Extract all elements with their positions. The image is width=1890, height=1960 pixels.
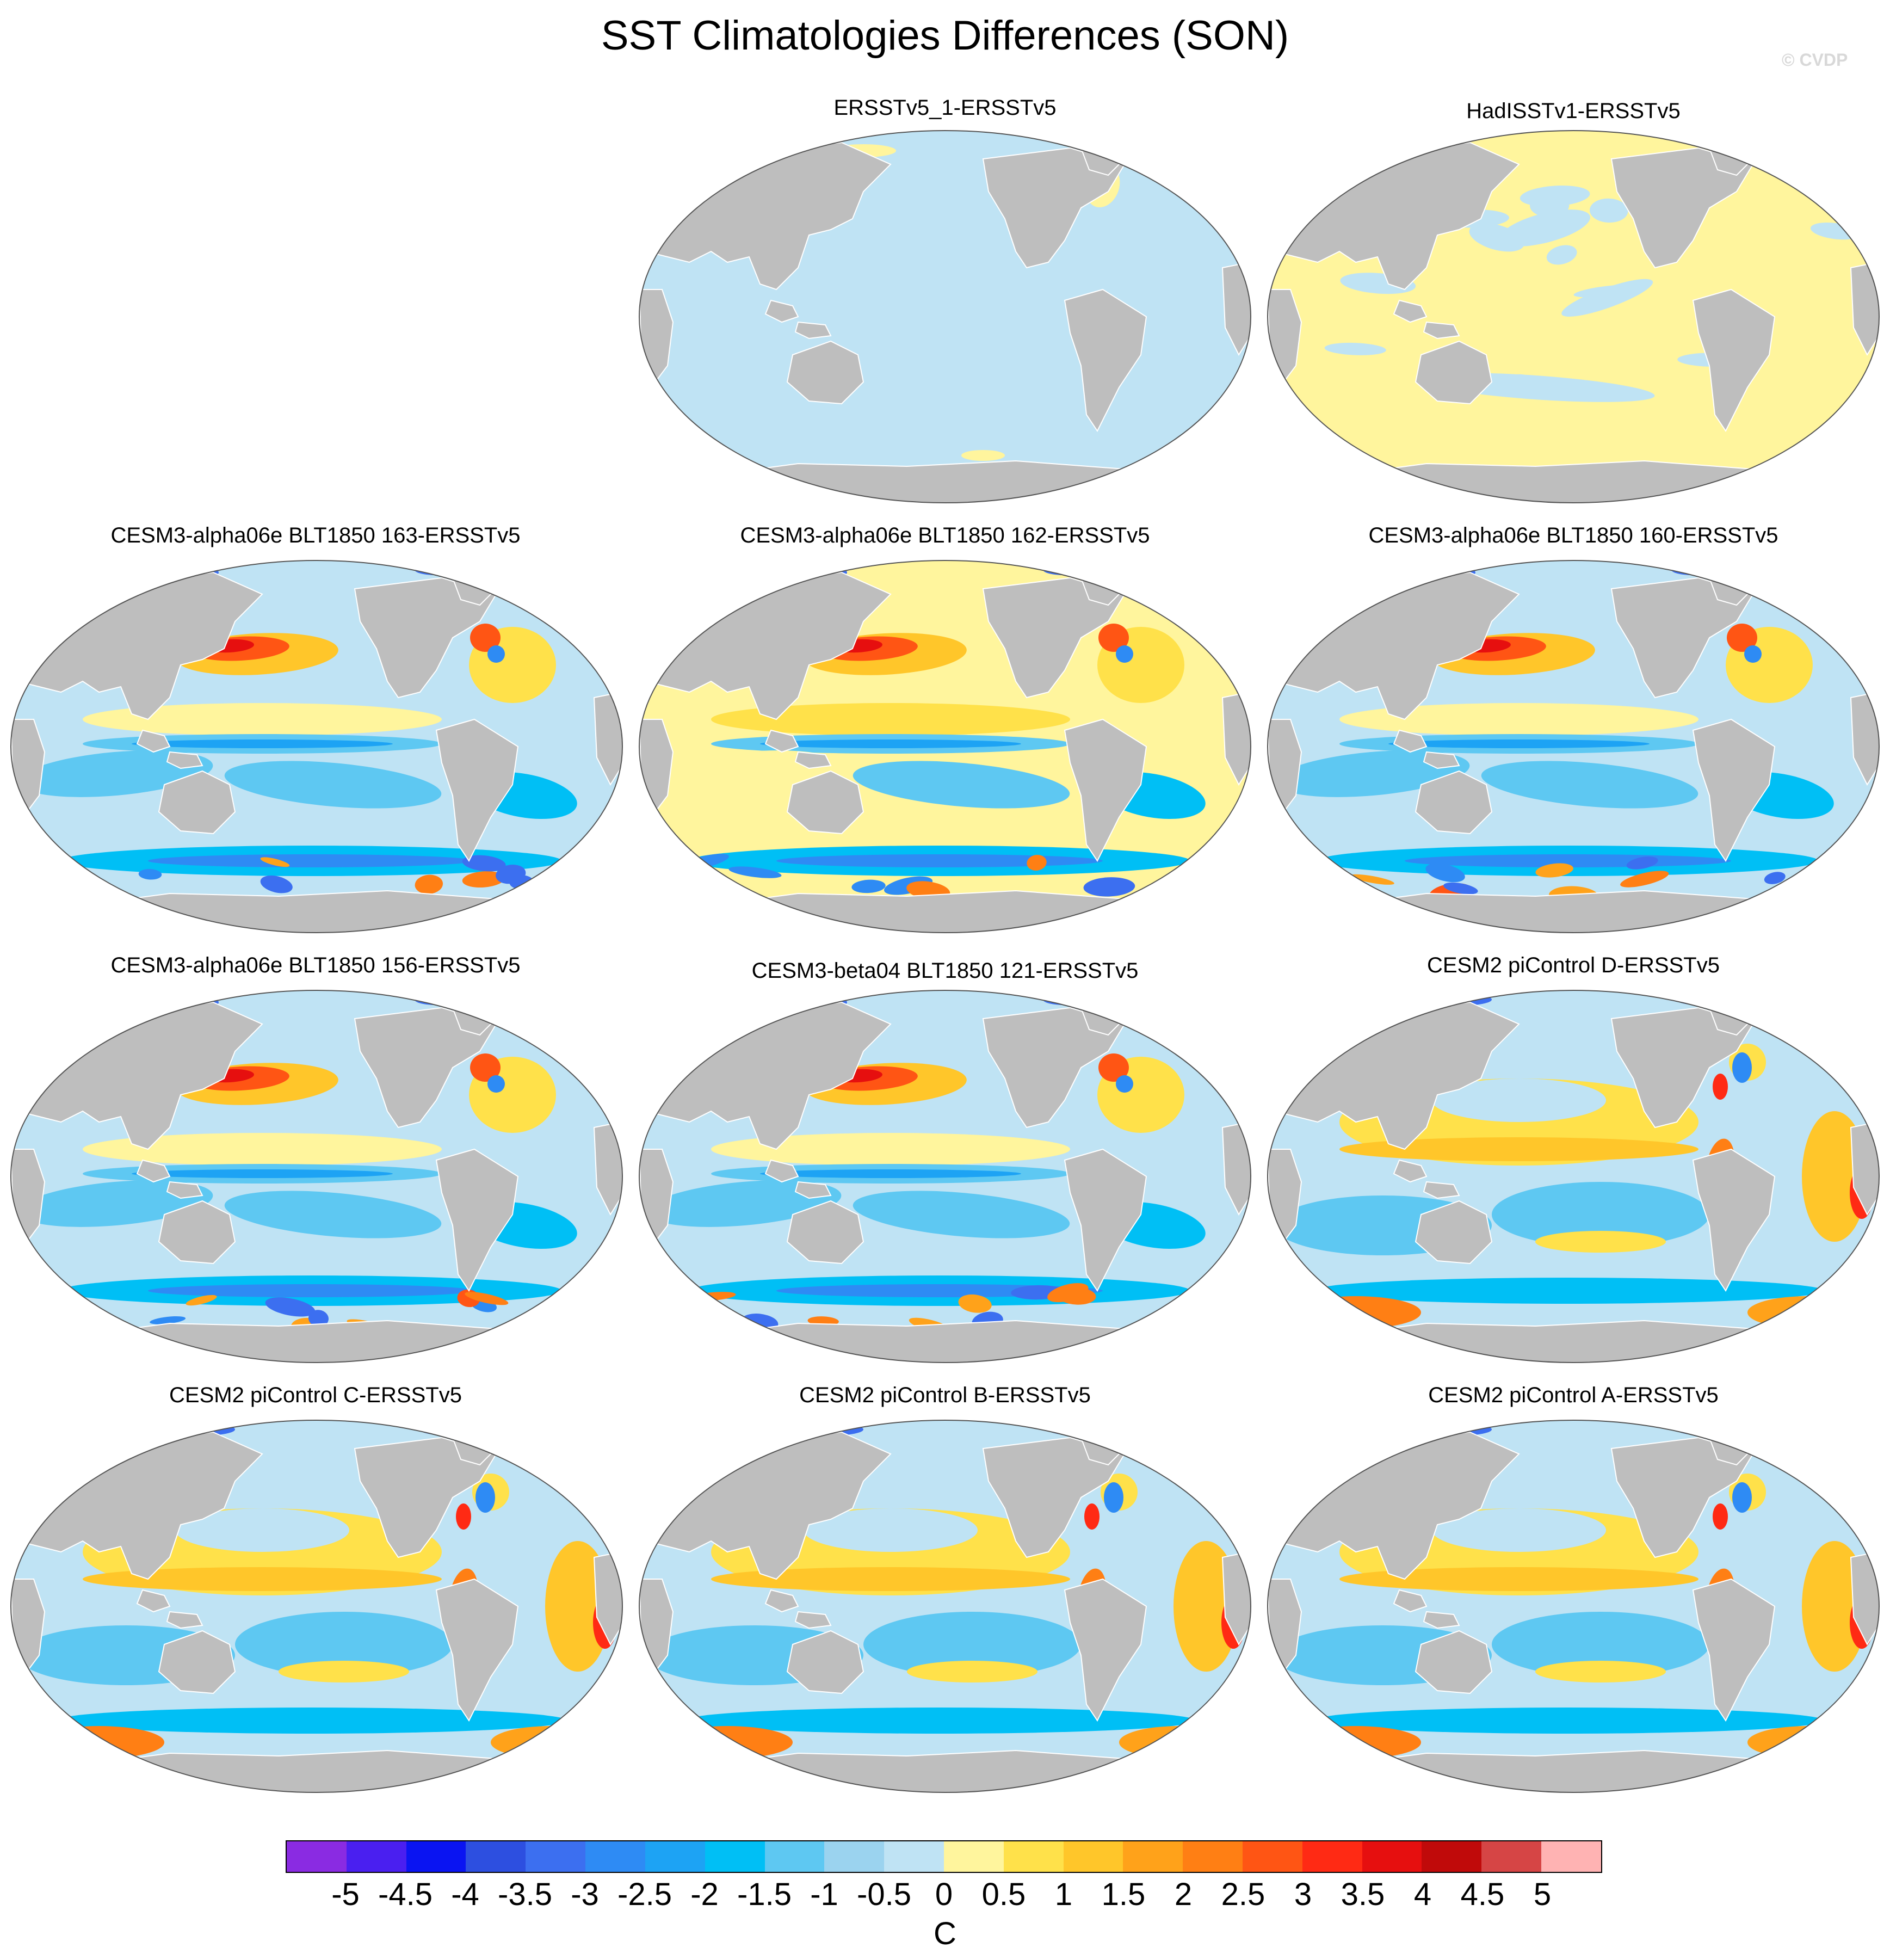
colorbar-swatch	[645, 1841, 705, 1872]
map-outline	[10, 990, 623, 1363]
colorbar-tick-label: 2	[1174, 1877, 1193, 1912]
map-panel-6	[10, 990, 623, 1363]
colorbar-swatch	[1362, 1841, 1422, 1872]
colorbar-swatch	[943, 1841, 1004, 1872]
map-outline	[1267, 990, 1880, 1363]
map-panel-5	[1267, 560, 1880, 933]
panel-title-10: CESM2 piControl B-ERSSTv5	[799, 1383, 1091, 1407]
colorbar-tick-label: -1	[810, 1877, 838, 1912]
ocean-field	[11, 560, 622, 933]
colorbar-tick-label: -3	[571, 1877, 599, 1912]
panel-title-6: CESM3-alpha06e BLT1850 156-ERSSTv5	[110, 953, 521, 977]
colorbar-tick-label: -4	[451, 1877, 479, 1912]
colorbar-tick-label: 0.5	[981, 1877, 1026, 1912]
colorbar-tick-label: -2.5	[617, 1877, 672, 1912]
ocean-field	[11, 990, 622, 1363]
colorbar-swatch	[287, 1841, 347, 1872]
panel-title-5: CESM3-alpha06e BLT1850 160-ERSSTv5	[1368, 523, 1778, 547]
colorbar-tick-label: -0.5	[857, 1877, 911, 1912]
page-title: SST Climatologies Differences (SON)	[601, 13, 1289, 59]
colorbar-swatch	[526, 1841, 586, 1872]
colorbar-swatch	[466, 1841, 526, 1872]
map-panel-9	[10, 1420, 623, 1793]
colorbar-swatch	[884, 1841, 944, 1872]
ocean-field	[1268, 131, 1879, 503]
map-outline	[639, 130, 1251, 503]
colorbar-tick-label: -2	[690, 1877, 719, 1912]
map-panel-3	[10, 560, 623, 933]
map-outline	[1267, 1420, 1880, 1793]
colorbar	[286, 1840, 1602, 1873]
ocean-field	[639, 990, 1251, 1363]
colorbar-swatch	[1063, 1841, 1123, 1872]
colorbar-tick-label: -5	[331, 1877, 360, 1912]
map-outline	[10, 560, 623, 933]
map-panel-7	[639, 990, 1251, 1363]
colorbar-swatch	[1243, 1841, 1302, 1872]
ocean-field	[11, 1420, 622, 1792]
map-panel-4	[639, 560, 1251, 933]
map-panel-1	[639, 130, 1251, 503]
colorbar-swatch	[705, 1841, 765, 1872]
panel-title-7: CESM3-beta04 BLT1850 121-ERSSTv5	[751, 959, 1139, 983]
ocean-field	[639, 1420, 1251, 1792]
colorbar-swatch	[764, 1841, 825, 1872]
colorbar-tick-label: 4.5	[1460, 1877, 1505, 1912]
colorbar-swatch	[1302, 1841, 1362, 1872]
colorbar-tick-label: 1.5	[1101, 1877, 1146, 1912]
colorbar-tick-label: 3	[1294, 1877, 1312, 1912]
ocean-field	[639, 131, 1251, 503]
colorbar-tick-label: 3.5	[1341, 1877, 1385, 1912]
map-panel-8	[1267, 990, 1880, 1363]
map-outline	[1267, 560, 1880, 933]
panel-title-3: CESM3-alpha06e BLT1850 163-ERSSTv5	[110, 523, 521, 547]
map-outline	[639, 560, 1251, 933]
ocean-field	[1268, 990, 1879, 1363]
panel-title-8: CESM2 piControl D-ERSSTv5	[1427, 953, 1720, 977]
map-outline	[1267, 130, 1880, 503]
credit-label: © CVDP	[1782, 50, 1848, 70]
colorbar-swatch	[346, 1841, 406, 1872]
colorbar-swatch	[1481, 1841, 1542, 1872]
colorbar-swatch	[1541, 1841, 1601, 1872]
colorbar-swatch	[824, 1841, 885, 1872]
colorbar-tick-label: 0	[935, 1877, 953, 1912]
ocean-field	[1268, 560, 1879, 933]
colorbar-swatch	[1183, 1841, 1243, 1872]
map-panel-11	[1267, 1420, 1880, 1793]
colorbar-tick-label: 1	[1054, 1877, 1073, 1912]
colorbar-swatch	[406, 1841, 466, 1872]
colorbar-tick-label: 4	[1413, 1877, 1432, 1912]
colorbar-swatch	[1123, 1841, 1183, 1872]
map-outline	[639, 1420, 1251, 1793]
panel-title-9: CESM2 piControl C-ERSSTv5	[169, 1383, 462, 1407]
ocean-field	[1268, 1420, 1879, 1792]
map-outline	[639, 990, 1251, 1363]
colorbar-tick-label: 5	[1533, 1877, 1552, 1912]
ocean-field	[639, 560, 1251, 933]
colorbar-tick-label: 2.5	[1221, 1877, 1265, 1912]
panel-title-2: HadISSTv1-ERSSTv5	[1466, 99, 1681, 123]
colorbar-tick-label: -3.5	[498, 1877, 552, 1912]
colorbar-swatch	[585, 1841, 645, 1872]
map-outline	[10, 1420, 623, 1793]
panel-title-11: CESM2 piControl A-ERSSTv5	[1428, 1383, 1719, 1407]
map-panel-2	[1267, 130, 1880, 503]
colorbar-unit-label: C	[934, 1916, 956, 1951]
panel-title-4: CESM3-alpha06e BLT1850 162-ERSSTv5	[740, 523, 1150, 547]
colorbar-tick-labels: -5 -4.5 -4 -3.5 -3 -2.5 -2 -1.5 -1 -0.5 0 0.5 1 1.5 2 2…	[286, 1876, 1602, 1914]
colorbar-swatch	[1422, 1841, 1482, 1872]
colorbar-tick-label: -1.5	[737, 1877, 792, 1912]
map-panel-10	[639, 1420, 1251, 1793]
panel-title-1: ERSSTv5_1-ERSSTv5	[833, 96, 1057, 120]
colorbar-tick-label: -4.5	[378, 1877, 433, 1912]
colorbar-swatch	[1003, 1841, 1064, 1872]
